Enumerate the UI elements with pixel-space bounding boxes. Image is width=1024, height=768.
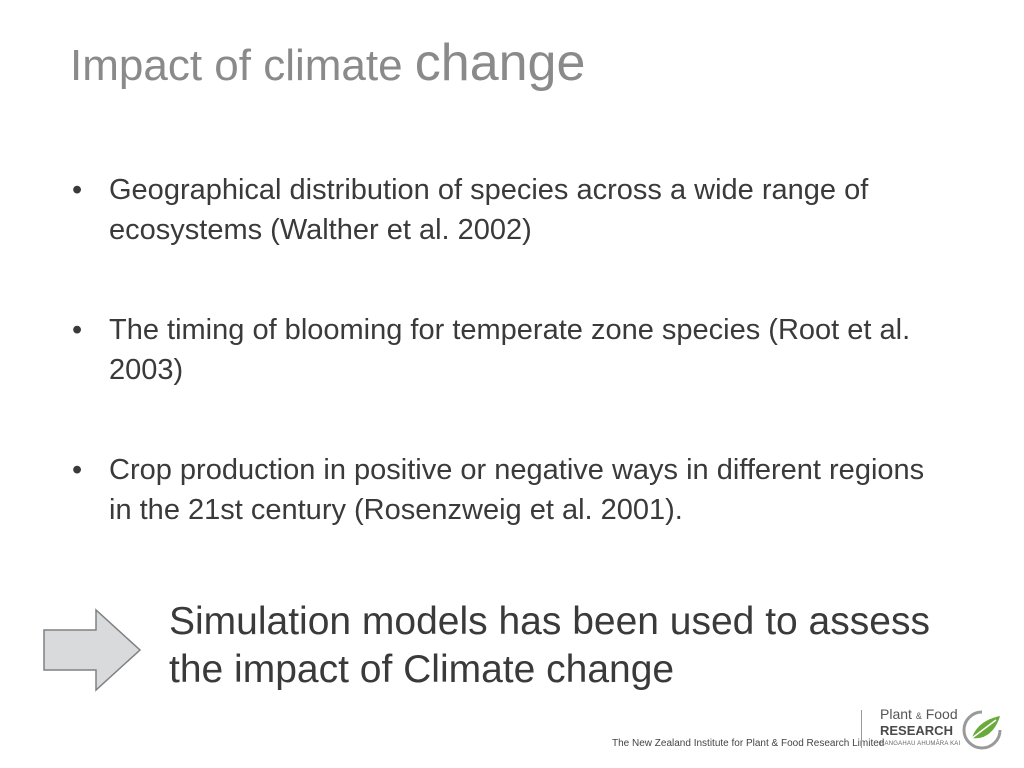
- logo-line-1: Plant & Food: [880, 706, 958, 722]
- title-part-1: Impact of climate: [70, 41, 415, 90]
- bullet-dot: •: [72, 454, 83, 486]
- logo-word-plant: Plant: [880, 706, 916, 722]
- callout-text: Simulation models has been used to asses…: [169, 600, 930, 691]
- bullet-text: Geographical distribution of species acr…: [109, 174, 869, 246]
- logo-line-3: RANGAHAU AHUMĀRA KAI: [880, 741, 961, 747]
- bullet-list: • Geographical distribution of species a…: [72, 170, 952, 590]
- title-part-2: change: [414, 34, 586, 92]
- logo-word-food: Food: [921, 706, 958, 722]
- leaf-swirl-icon: [962, 710, 1002, 750]
- bullet-text: Crop production in positive or negative …: [109, 454, 925, 526]
- plant-food-research-logo: Plant & Food RESEARCH RANGAHAU AHUMĀRA K…: [872, 706, 1022, 756]
- bullet-text: The timing of blooming for temperate zon…: [109, 314, 911, 386]
- logo-ampersand: &: [915, 711, 922, 721]
- bullet-dot: •: [72, 174, 83, 206]
- footer-divider: [861, 710, 862, 748]
- bullet-dot: •: [72, 314, 83, 346]
- bullet-item: • Geographical distribution of species a…: [72, 170, 952, 250]
- bullet-item: • The timing of blooming for temperate z…: [72, 310, 952, 390]
- slide-title: Impact of climate change: [70, 32, 585, 94]
- right-arrow-icon: [43, 608, 142, 692]
- footer-institute: The New Zealand Institute for Plant & Fo…: [612, 738, 885, 749]
- logo-line-2: RESEARCH: [880, 723, 953, 738]
- bullet-item: • Crop production in positive or negativ…: [72, 450, 952, 530]
